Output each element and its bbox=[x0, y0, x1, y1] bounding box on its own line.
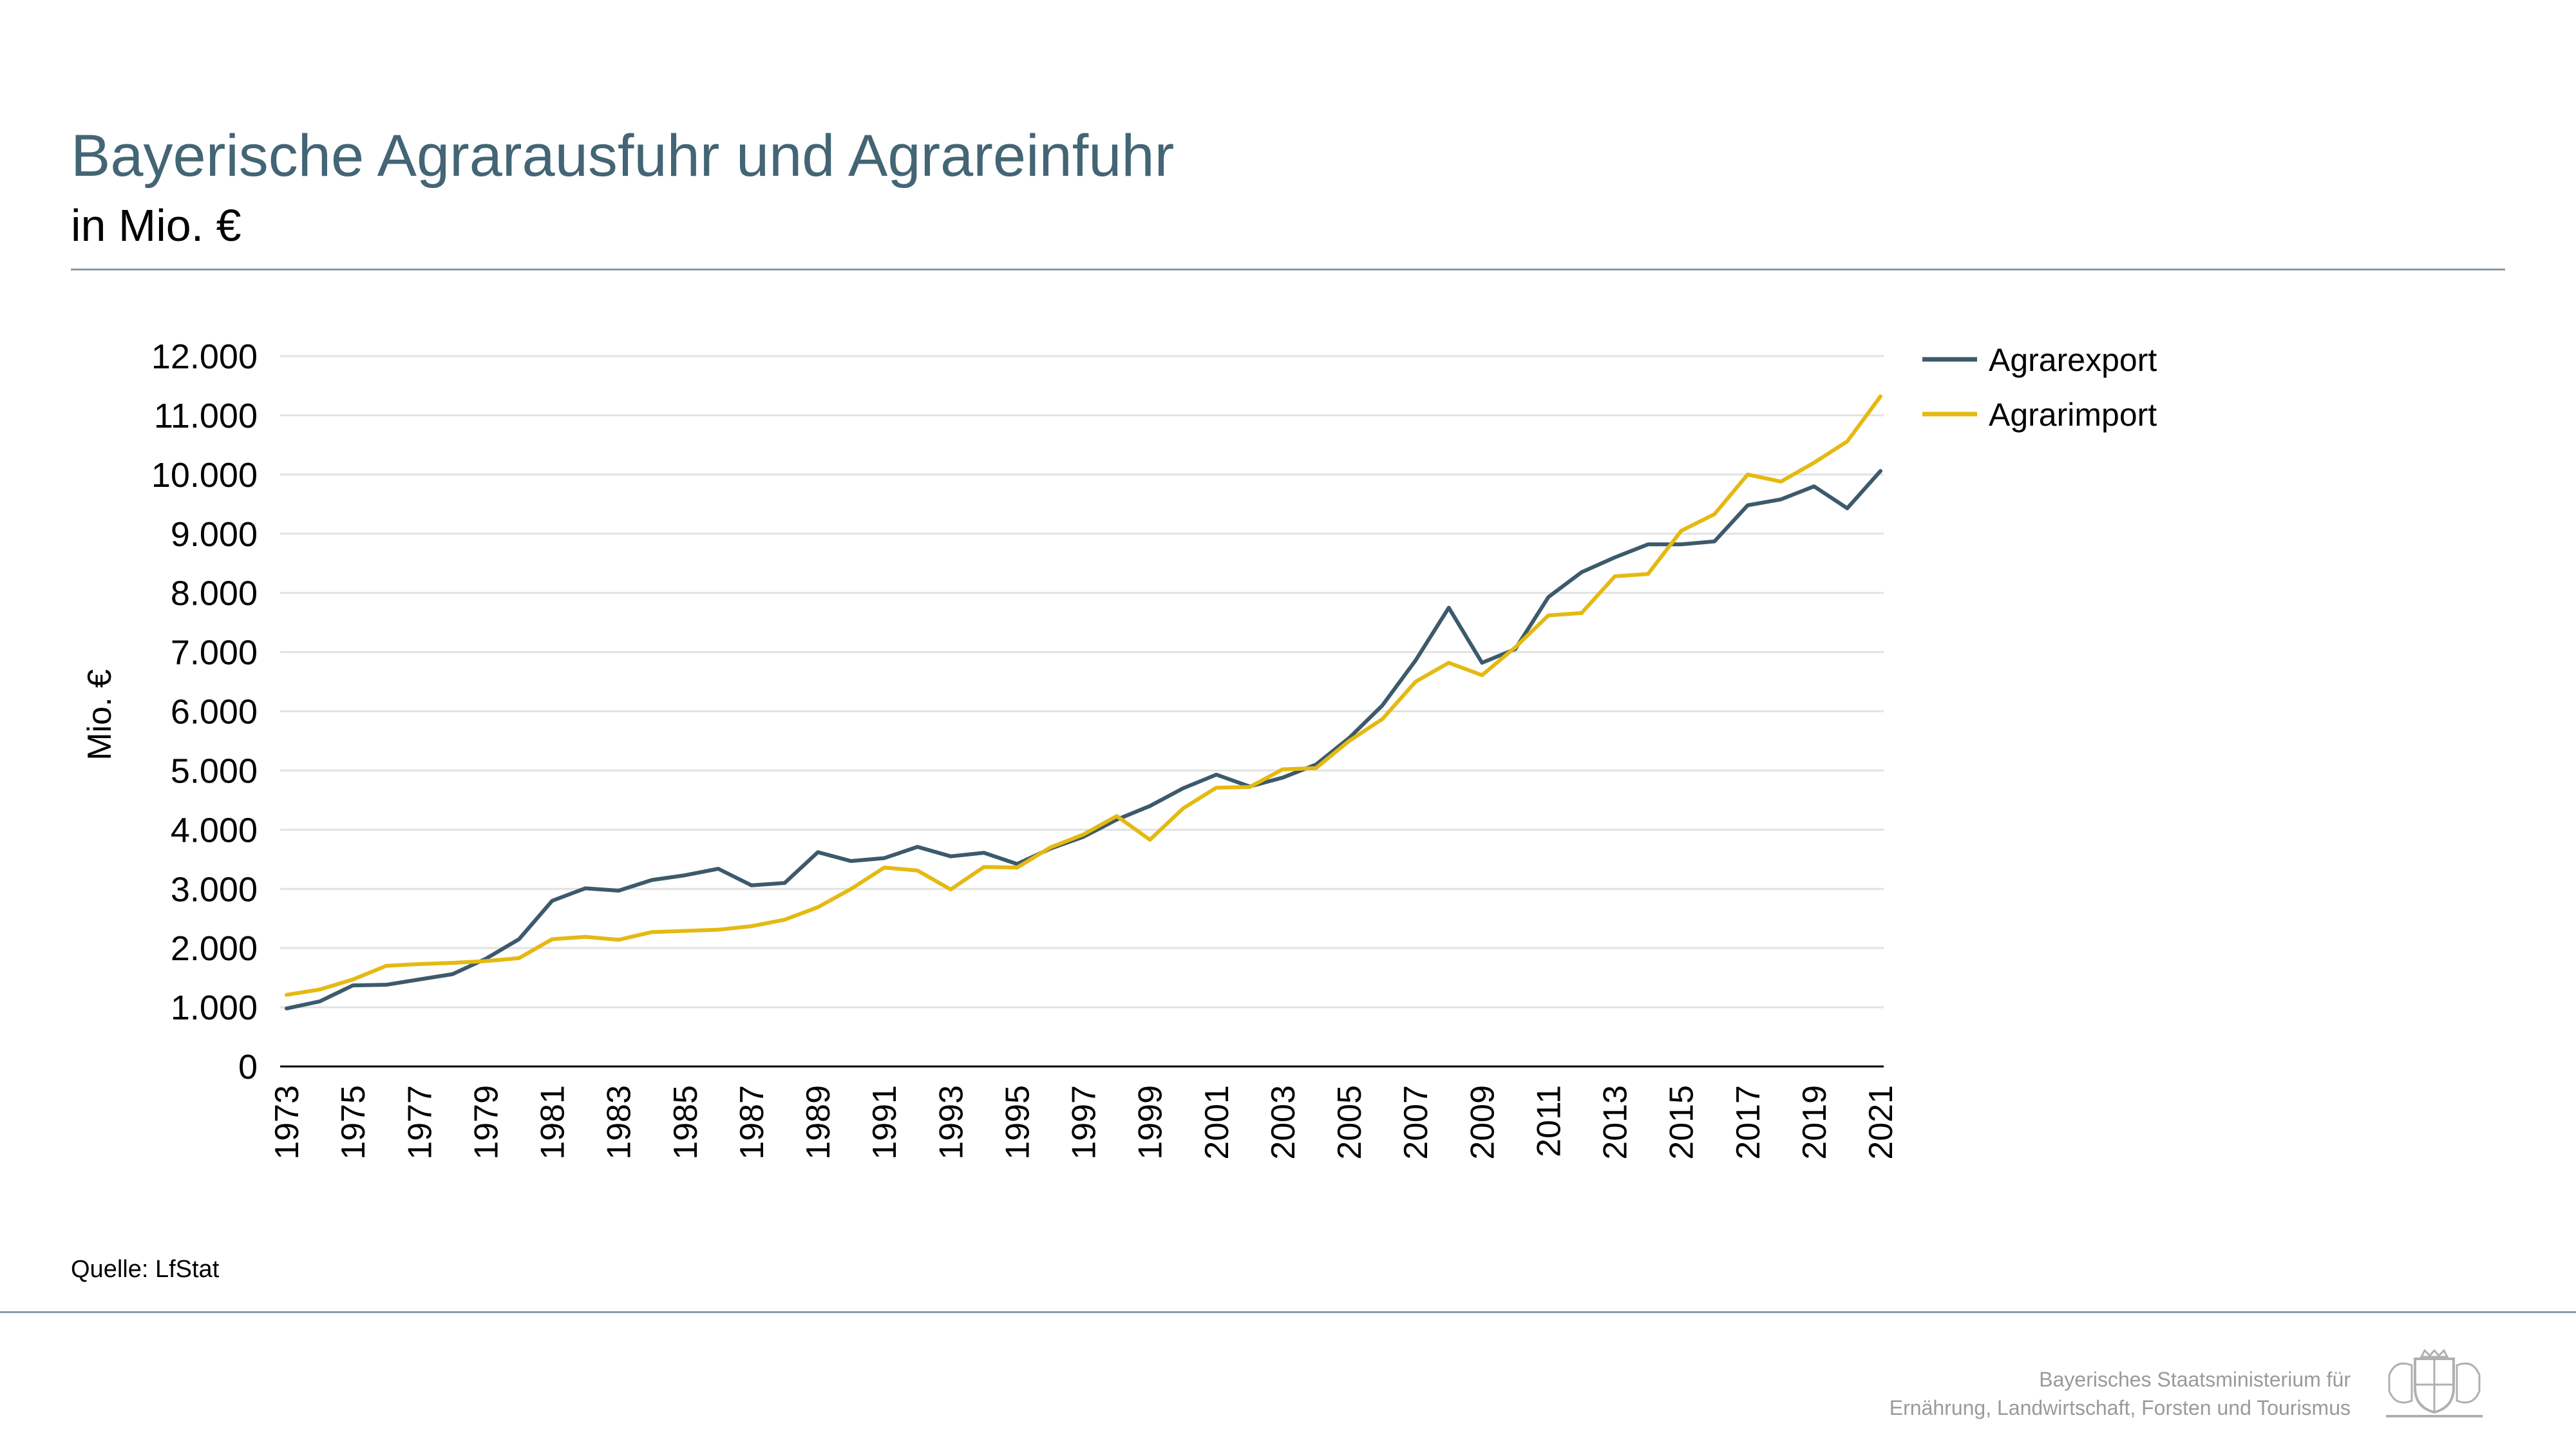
x-tick-label: 1973 bbox=[269, 1085, 306, 1160]
chart-subtitle: in Mio. € bbox=[71, 200, 242, 251]
x-tick-label: 2003 bbox=[1265, 1085, 1302, 1160]
y-tick-label: 3.000 bbox=[171, 870, 258, 909]
x-tick-label: 2001 bbox=[1198, 1085, 1236, 1160]
y-tick-label: 5.000 bbox=[171, 752, 258, 790]
grid-lines bbox=[280, 355, 1884, 1009]
x-tick-label: 1993 bbox=[933, 1085, 970, 1160]
source-note: Quelle: LfStat bbox=[71, 1256, 220, 1283]
y-tick-label: 1.000 bbox=[171, 989, 258, 1027]
x-tick-label: 2019 bbox=[1796, 1085, 1833, 1160]
x-tick-label: 2015 bbox=[1663, 1085, 1701, 1160]
series-lines bbox=[285, 394, 1882, 1010]
x-tick-label: 2017 bbox=[1730, 1085, 1767, 1160]
y-tick-label: 10.000 bbox=[151, 456, 258, 495]
legend: Agrarexport Agrarimport bbox=[1922, 342, 2157, 433]
y-tick-label: 4.000 bbox=[171, 811, 258, 849]
y-tick-label: 8.000 bbox=[171, 574, 258, 613]
x-tick-label: 1991 bbox=[866, 1085, 904, 1160]
footer-divider bbox=[0, 1311, 2576, 1313]
series-line-agrarexport bbox=[285, 469, 1882, 1010]
x-tick-label: 1983 bbox=[601, 1085, 638, 1160]
chart-title: Bayerische Agrarausfuhr und Agrareinfuhr bbox=[71, 123, 1175, 189]
x-tick-label: 1977 bbox=[401, 1085, 439, 1160]
y-tick-label: 6.000 bbox=[171, 693, 258, 732]
x-tick-label: 2007 bbox=[1397, 1085, 1435, 1160]
y-tick-label: 9.000 bbox=[171, 515, 258, 554]
ministry-name: Bayerisches Staatsministerium für Ernähr… bbox=[1889, 1365, 2351, 1422]
x-tick-label: 1989 bbox=[800, 1085, 837, 1160]
y-tick-labels: 0 1.000 2.000 3.000 4.000 5.000 6.000 7.000 8.00… bbox=[151, 337, 258, 1086]
x-tick-labels: 1973 1975 1977 1979 1981 1983 1985 1987 1989 1991… bbox=[269, 1085, 1900, 1160]
y-tick-label: 11.000 bbox=[154, 397, 258, 435]
legend-label: Agrarimport bbox=[1989, 397, 2157, 433]
x-tick-label: 1995 bbox=[999, 1085, 1036, 1160]
x-tick-label: 2013 bbox=[1597, 1085, 1634, 1160]
y-tick-label: 12.000 bbox=[151, 337, 258, 376]
legend-label: Agrarexport bbox=[1989, 342, 2157, 378]
y-axis-label: Mio. € bbox=[81, 669, 118, 761]
bavarian-coat-of-arms-icon bbox=[2386, 1349, 2483, 1417]
x-tick-label: 1979 bbox=[468, 1085, 505, 1160]
y-tick-label: 7.000 bbox=[171, 634, 258, 672]
x-tick-label: 1999 bbox=[1132, 1085, 1170, 1160]
y-tick-label: 2.000 bbox=[171, 929, 258, 968]
x-tick-label: 1997 bbox=[1066, 1085, 1103, 1160]
x-tick-label: 1981 bbox=[535, 1085, 572, 1160]
series-line-agrarimport bbox=[285, 394, 1882, 997]
line-chart: 0 1.000 2.000 3.000 4.000 5.000 6.000 7.000 8.00… bbox=[81, 337, 2157, 1160]
y-tick-label: 0 bbox=[238, 1048, 258, 1086]
header-divider bbox=[71, 269, 2505, 270]
x-tick-label: 1985 bbox=[667, 1085, 705, 1160]
x-tick-label: 1987 bbox=[734, 1085, 771, 1160]
ministry-name-line-1: Bayerisches Staatsministerium für bbox=[2039, 1368, 2351, 1391]
x-tick-label: 2005 bbox=[1331, 1085, 1368, 1160]
x-tick-label: 2011 bbox=[1530, 1085, 1567, 1157]
x-tick-label: 1975 bbox=[335, 1085, 372, 1160]
x-tick-label: 2009 bbox=[1464, 1085, 1501, 1160]
ministry-name-line-2: Ernährung, Landwirtschaft, Forsten und T… bbox=[1889, 1396, 2351, 1419]
x-tick-label: 2021 bbox=[1862, 1085, 1900, 1160]
